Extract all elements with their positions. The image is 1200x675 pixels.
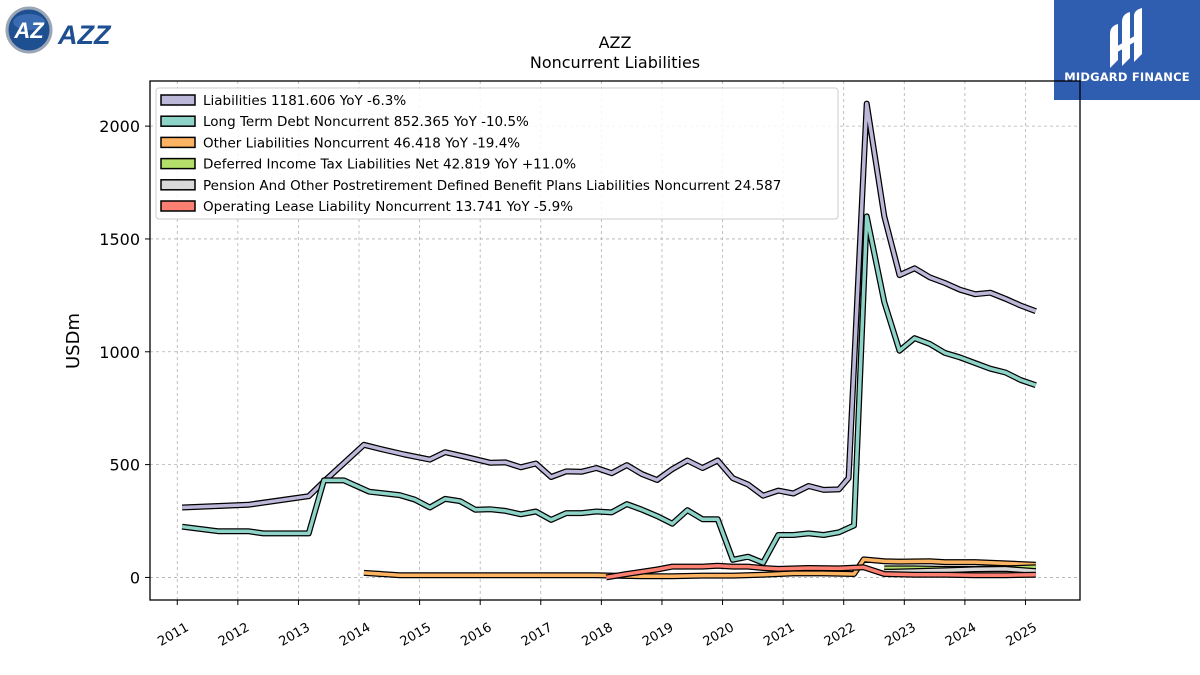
legend-label-operating-lease-liability-noncurrent: Operating Lease Liability Noncurrent 13.… (203, 199, 573, 215)
x-tick-label: 2012 (216, 620, 252, 650)
legend-swatch-pension-and-other-postretirement-defined-benefit-plans-liabilities-noncurrent (160, 179, 196, 191)
legend-label-deferred-income-tax-liabilities-net: Deferred Income Tax Liabilities Net 42.8… (203, 157, 576, 173)
x-tick-label: 2021 (761, 620, 797, 650)
x-tick-label: 2019 (640, 620, 676, 650)
plot-frame (149, 80, 1081, 601)
x-tick-label: 2015 (398, 620, 434, 650)
x-tick-label: 2017 (519, 620, 555, 650)
x-tick-label: 2023 (882, 620, 918, 650)
legend-swatch-operating-lease-liability-noncurrent (160, 200, 196, 212)
y-tick-label: 1500 (99, 230, 140, 249)
x-tick-label: 2018 (580, 620, 616, 650)
legend-label-pension-and-other-postretirement-defined-benefit-plans-liabilities-noncurrent: Pension And Other Postretirement Defined… (203, 178, 781, 194)
x-tick-label: 2013 (277, 620, 313, 650)
legend-label-long-term-debt-noncurrent: Long Term Debt Noncurrent 852.365 YoY -1… (203, 114, 529, 130)
x-tick-label: 2022 (822, 620, 858, 650)
series-line-long-term-debt-noncurrent (181, 214, 1037, 565)
y-axis-label: USDm (63, 313, 84, 369)
legend-label-other-liabilities-noncurrent: Other Liabilities Noncurrent 46.418 YoY … (203, 135, 520, 151)
x-tick-label: 2020 (701, 620, 737, 650)
legend-swatch-deferred-income-tax-liabilities-net (160, 157, 196, 170)
series-group (181, 100, 1037, 581)
chart-subtitle: Noncurrent Liabilities (530, 53, 700, 72)
x-tick-label: 2016 (458, 620, 494, 650)
legend-box (155, 87, 839, 220)
legend-swatch-other-liabilities-noncurrent (160, 136, 196, 149)
series-line-pension-and-other-postretirement-defined-benefit-plans-liabilities-noncurrent (884, 567, 1036, 574)
legend: Liabilities 1181.606 YoY -6.3% Long Term … (155, 87, 839, 220)
azz-logo-text: AZZ (57, 20, 112, 50)
brand-name: MIDGARD FINANCE (1064, 70, 1190, 84)
x-tick-label: 2014 (337, 620, 373, 650)
y-tick-label: 0 (130, 568, 140, 587)
y-tick-label: 1000 (99, 343, 140, 362)
legend-label-liabilities: Liabilities 1181.606 YoY -6.3% (203, 93, 406, 109)
x-tick-label: 2024 (943, 620, 979, 650)
legend-swatch-liabilities (160, 94, 196, 106)
azz-logo-mark: AZ (13, 18, 45, 43)
x-tick-label: 2025 (1004, 620, 1040, 650)
azz-logo: AZ AZZ (4, 4, 139, 56)
x-tick-label: 2011 (155, 620, 191, 650)
y-tick-label: 500 (109, 456, 140, 475)
y-tick-label: 2000 (99, 117, 140, 136)
legend-swatch-long-term-debt-noncurrent (160, 115, 196, 127)
midgard-finance-badge: MIDGARD FINANCE (1054, 0, 1200, 100)
midgard-logo-icon (1110, 8, 1142, 68)
chart-title: AZZ (599, 33, 632, 52)
series-line-liabilities (182, 101, 1037, 510)
series-line-operating-lease-liability-noncurrent (605, 563, 1036, 580)
